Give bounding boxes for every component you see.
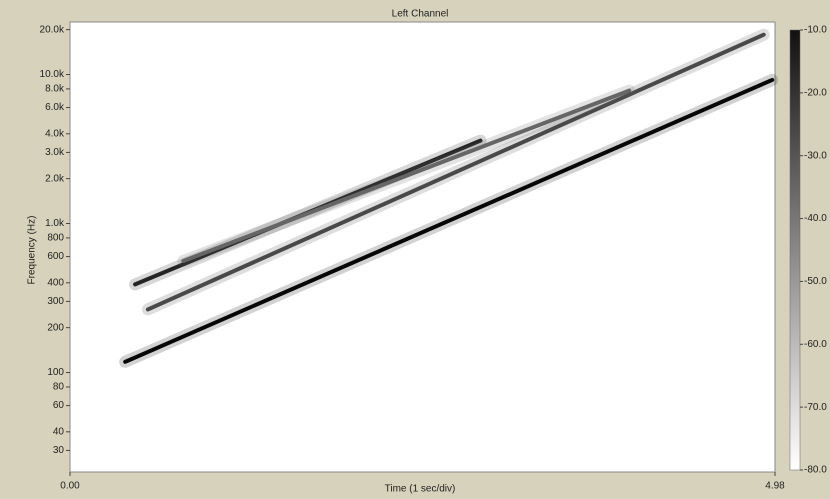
y-tick-label: 100 [47, 367, 64, 378]
colorbar-tick-label: -50.0 [804, 276, 827, 287]
y-tick-label: 8.0k [45, 84, 65, 95]
y-tick-label: 10.0k [40, 69, 65, 80]
plot-area [69, 21, 776, 473]
y-tick-label: 800 [47, 233, 64, 244]
y-tick-label: 60 [53, 400, 65, 411]
colorbar-tick-label: -40.0 [804, 213, 827, 224]
y-tick-label: 40 [53, 426, 65, 437]
colorbar-tick-label: -20.0 [804, 87, 827, 98]
colorbar-tick-label: -10.0 [804, 25, 827, 36]
y-tick-label: 30 [53, 445, 65, 456]
y-tick-label: 6.0k [45, 102, 65, 113]
colorbar-tick-label: -30.0 [804, 150, 827, 161]
y-tick-label: 2.0k [45, 173, 65, 184]
x-axis-label: Time (1 sec/div) [385, 484, 456, 494]
sweep [145, 32, 766, 312]
y-tick-label: 200 [47, 322, 64, 333]
sweep [123, 77, 775, 364]
x-tick-label: 4.98 [765, 481, 785, 492]
colorbar-tick-label: -80.0 [804, 465, 827, 476]
colorbar-tick-label: -70.0 [804, 402, 827, 413]
y-tick-label: 4.0k [45, 128, 65, 139]
y-tick-label: 20.0k [40, 24, 65, 35]
x-tick-label: 0.00 [60, 481, 80, 492]
y-tick-label: 1.0k [45, 218, 65, 229]
y-tick-label: 600 [47, 251, 64, 262]
y-tick-label: 80 [53, 382, 65, 393]
chart-title: Left Channel [392, 9, 449, 20]
colorbar-tick-label: -60.0 [804, 339, 827, 350]
y-tick-label: 400 [47, 277, 64, 288]
y-axis-label: Frequency (Hz) [27, 216, 38, 285]
sweep [181, 88, 632, 263]
colorbar [789, 29, 801, 471]
y-tick-label: 3.0k [45, 147, 65, 158]
y-tick-label: 300 [47, 296, 64, 307]
